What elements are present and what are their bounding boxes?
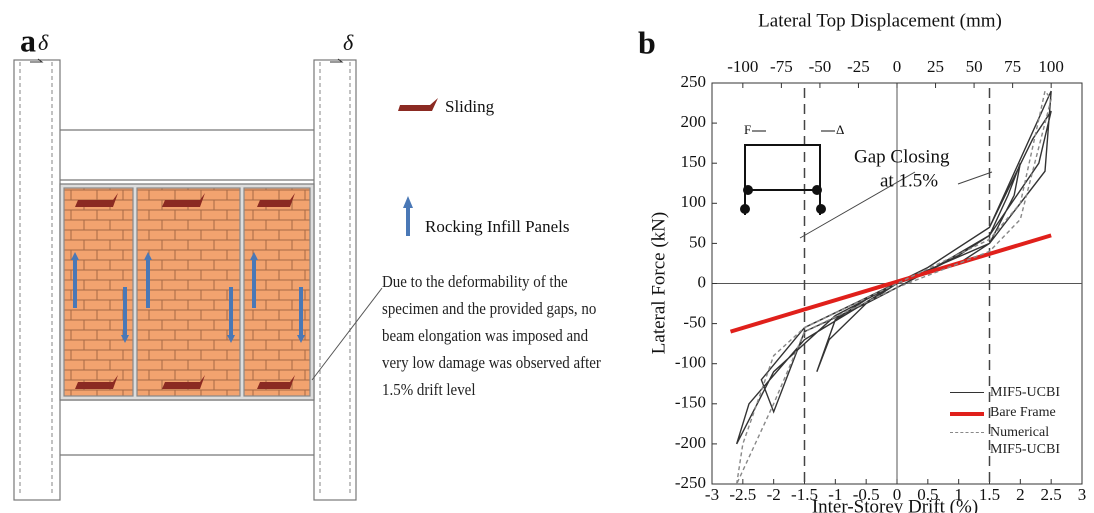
x2-tick-label: -50 — [809, 57, 832, 76]
inset-label: F — [744, 122, 751, 137]
legend-text: Sliding — [445, 97, 495, 116]
annotation: at 1.5% — [880, 170, 938, 191]
x2-axis-title: Lateral Top Displacement (mm) — [758, 10, 1002, 31]
frame-drawing — [13, 59, 357, 501]
y-tick-label: -250 — [675, 473, 706, 492]
legend: MIF5-UCBI Bare Frame Numerical MIF5-UCBI — [950, 384, 1082, 461]
x2-tick-label: 0 — [893, 57, 902, 76]
legend-text: Numerical MIF5-UCBI — [990, 425, 1061, 457]
x2-tick-label: 50 — [966, 57, 983, 76]
inset-label: Δ — [836, 122, 844, 137]
x-tick-label: -0.5 — [853, 485, 880, 504]
x-tick-label: -1.5 — [791, 485, 818, 504]
series-line — [735, 90, 1052, 445]
y-tick-label: -50 — [683, 313, 706, 332]
x2-tick-label: -75 — [770, 57, 793, 76]
annotation-leader — [799, 171, 993, 239]
inset-frame — [740, 130, 835, 215]
legend-entry: MIF5-UCBI — [950, 384, 1082, 401]
x2-tick-label: -25 — [847, 57, 870, 76]
infill-arrows — [30, 58, 438, 389]
x-tick-label: 3 — [1078, 485, 1087, 504]
y-tick-label: -100 — [675, 353, 706, 372]
legend-swatch — [950, 432, 984, 433]
y-tick-label: -150 — [675, 393, 706, 412]
series-line — [735, 89, 1052, 485]
legend-swatch — [950, 392, 984, 393]
y-tick-label: -200 — [675, 433, 706, 452]
y-tick-label: 50 — [689, 232, 706, 251]
annotation: Gap Closing — [854, 146, 950, 167]
x-tick-label: -3 — [705, 485, 719, 504]
legend-text: Bare Frame — [990, 405, 1056, 420]
y-tick-label: 200 — [681, 112, 707, 131]
legend-entry: Numerical MIF5-UCBI — [950, 424, 1082, 458]
series-line — [729, 233, 1052, 334]
legend-text: Rocking Infill Panels — [425, 217, 569, 236]
plot: -3 -2.5 -2 -1.5 -1 -0.5 0 0.5 1 1.5 2 2.5 3 -100 -75 -5… — [675, 57, 1086, 504]
x-tick-label: 2 — [1016, 485, 1025, 504]
x-tick-label: -2.5 — [729, 485, 756, 504]
x-axis-title: Inter-Storey Drift (%) — [812, 496, 978, 513]
x-tick-label: 0.5 — [917, 485, 938, 504]
delta-label: δ — [343, 30, 354, 55]
y-tick-label: 0 — [698, 272, 707, 291]
x2-tick-label: 100 — [1038, 57, 1064, 76]
note: Due to the deformability of the specimen… — [382, 272, 601, 399]
y-axis-title: Lateral Force (kN) — [648, 212, 669, 354]
x-tick-label: 1 — [954, 485, 963, 504]
x-tick-label: 0 — [893, 485, 902, 504]
y-tick-label: 150 — [681, 152, 707, 171]
legend-swatch — [950, 412, 984, 416]
x-tick-label: -2 — [767, 485, 781, 504]
x2-tick-label: 75 — [1004, 57, 1021, 76]
panel-label: a — [20, 22, 36, 58]
delta-label: δ — [38, 30, 49, 55]
x2-tick-label: 25 — [927, 57, 944, 76]
panel-label: b — [638, 24, 656, 60]
x-tick-label: 2.5 — [1041, 485, 1062, 504]
y-tick-label: 250 — [681, 72, 707, 91]
legend-entry: Bare Frame — [950, 404, 1082, 421]
x-tick-label: -1 — [828, 485, 842, 504]
legend-text: MIF5-UCBI — [990, 385, 1061, 400]
y-tick-label: 100 — [681, 192, 707, 211]
x-tick-label: 1.5 — [979, 485, 1000, 504]
x2-tick-label: -100 — [727, 57, 758, 76]
